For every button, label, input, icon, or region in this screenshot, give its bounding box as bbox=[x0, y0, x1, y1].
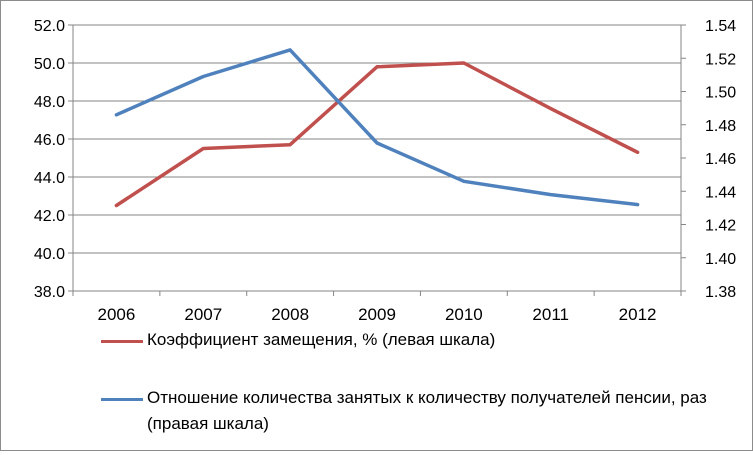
legend-swatch-red bbox=[101, 340, 143, 343]
right-tick-label: 1.52 bbox=[705, 51, 736, 68]
series-line-replacement-rate bbox=[116, 63, 637, 206]
legend-label-replacement-rate: Коэффициент замещения, % (левая шкала) bbox=[147, 327, 717, 353]
left-tick-label: 38.0 bbox=[34, 284, 65, 301]
legend-item-replacement-rate: Коэффициент замещения, % (левая шкала) bbox=[101, 327, 721, 357]
x-tick-label: 2009 bbox=[358, 305, 396, 324]
left-tick-label: 48.0 bbox=[34, 94, 65, 111]
axes: 38.0 40.0 42.0 44.0 46.0 48.0 50.0 52.0 1.38 1.40… bbox=[34, 18, 736, 324]
x-tick-label: 2011 bbox=[532, 305, 569, 324]
series-lines bbox=[116, 50, 637, 206]
left-tick-label: 42.0 bbox=[34, 208, 65, 225]
legend-item-workers-ratio: Отношение количества занятых к количеств… bbox=[101, 385, 721, 441]
right-tick-label: 1.54 bbox=[705, 18, 736, 35]
right-tick-label: 1.48 bbox=[705, 118, 736, 135]
left-tick-label: 52.0 bbox=[34, 18, 65, 35]
right-tick-label: 1.42 bbox=[705, 218, 736, 235]
legend-label-workers-ratio: Отношение количества занятых к количеств… bbox=[147, 385, 717, 437]
x-tick-label: 2010 bbox=[445, 305, 483, 324]
x-tick-label: 2006 bbox=[98, 305, 136, 324]
left-tick-label: 46.0 bbox=[34, 132, 65, 149]
right-tick-label: 1.40 bbox=[705, 251, 736, 268]
legend-swatch-blue bbox=[101, 398, 143, 401]
series-line-workers-ratio bbox=[116, 50, 637, 205]
right-tick-label: 1.46 bbox=[705, 151, 736, 168]
left-tick-label: 40.0 bbox=[34, 246, 65, 263]
right-tick-label: 1.50 bbox=[705, 85, 736, 102]
gridlines bbox=[73, 25, 681, 291]
x-tick-label: 2012 bbox=[619, 305, 657, 324]
right-tick-label: 1.38 bbox=[705, 284, 736, 301]
x-tick-label: 2007 bbox=[184, 305, 222, 324]
left-tick-label: 50.0 bbox=[34, 56, 65, 73]
left-tick-label: 44.0 bbox=[34, 170, 65, 187]
right-tick-label: 1.44 bbox=[705, 184, 736, 201]
x-tick-label: 2008 bbox=[271, 305, 309, 324]
